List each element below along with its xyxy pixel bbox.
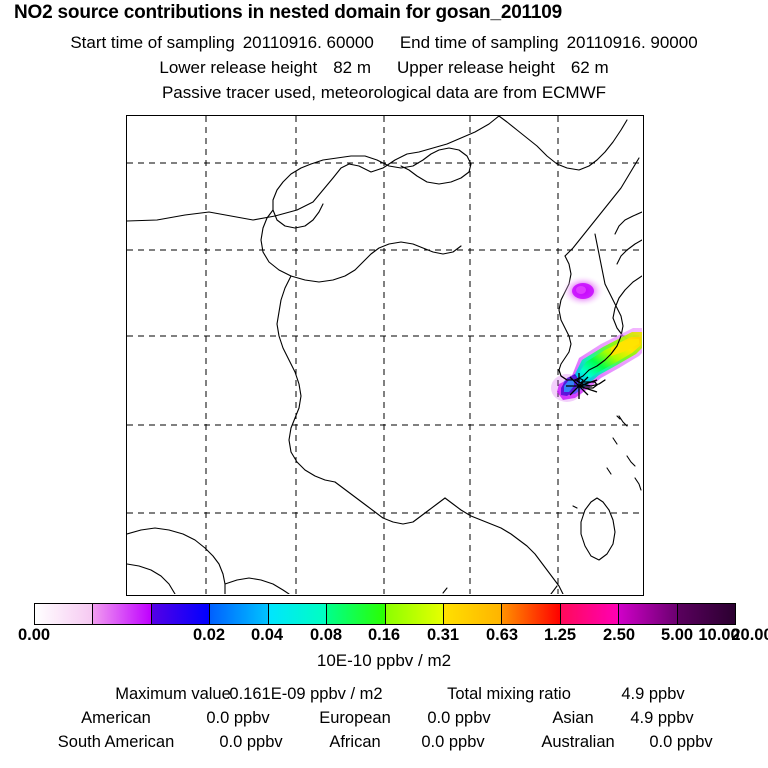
colorbar-tick-7: 1.25 — [543, 626, 577, 644]
total-mixing-label: Total mixing ratio — [447, 685, 571, 703]
region-label-african: African — [329, 733, 381, 751]
colorbar — [34, 603, 736, 625]
start-time-label: Start time of sampling — [70, 33, 235, 52]
region-value-african: 0.0 ppbv — [421, 733, 485, 751]
max-value-label: Maximum value — [115, 685, 231, 703]
region-label-australian: Australian — [541, 733, 615, 751]
colorbar-segment-5 — [327, 604, 386, 624]
colorbar-tick-3: 0.08 — [309, 626, 343, 644]
sampling-time-line: Start time of sampling 20110916. 60000 End… — [0, 33, 768, 53]
region-label-south-american: South American — [57, 733, 175, 751]
colorbar-segment-1 — [93, 604, 152, 624]
colorbar-tick-2: 0.04 — [250, 626, 284, 644]
page-title: NO2 source contributions in nested domai… — [14, 2, 562, 23]
start-time-value: 20110916. 60000 — [242, 33, 374, 52]
max-value-value: 0.161E-09 ppbv / m2 — [229, 685, 383, 703]
colorbar-tick-11: 20.00 — [731, 626, 768, 644]
colorbar-segment-9 — [560, 604, 620, 624]
colorbar-segment-0 — [35, 604, 94, 624]
colorbar-tick-5: 0.31 — [426, 626, 460, 644]
tracer-note: Passive tracer used, meteorological data… — [161, 83, 607, 102]
map-gridlines — [127, 116, 642, 594]
colorbar-tick-10: 10.00 — [698, 626, 740, 644]
plume-main-band — [551, 328, 642, 402]
lower-release-label: Lower release height — [159, 58, 318, 77]
receptor-marker-asterisk — [566, 373, 598, 399]
colorbar-segment-11 — [677, 604, 736, 624]
region-value-american: 0.0 ppbv — [206, 709, 270, 727]
colorbar-segment-10 — [619, 604, 678, 624]
colorbar-segment-3 — [210, 604, 269, 624]
colorbar-segment-8 — [502, 604, 561, 624]
stats-row-top: American 0.0 ppbv European 0.0 ppbv Asia… — [0, 709, 768, 731]
stats-row-summary: Maximum value 0.161E-09 ppbv / m2 Total … — [0, 685, 768, 707]
end-time-label: End time of sampling — [399, 33, 559, 52]
coastline-paths — [127, 116, 642, 594]
colorbar-unit-label: 10E-10 ppbv / m2 — [316, 651, 452, 670]
colorbar-segment-4 — [268, 604, 328, 624]
region-value-european: 0.0 ppbv — [427, 709, 491, 727]
colorbar-tick-6: 0.63 — [485, 626, 519, 644]
release-height-line: Lower release height 82 m Upper release he… — [0, 58, 768, 78]
lower-release-value: 82 m — [333, 58, 371, 77]
stats-row-bottom: South American 0.0 ppbv African 0.0 ppbv… — [0, 733, 768, 755]
upper-release-label: Upper release height — [397, 58, 555, 77]
map-panel — [126, 115, 644, 596]
upper-release-value: 62 m — [570, 58, 609, 77]
total-mixing-value: 4.9 ppbv — [621, 685, 685, 703]
map-graphic — [127, 116, 642, 594]
region-value-asian: 4.9 ppbv — [630, 709, 694, 727]
colorbar-segment-6 — [385, 604, 444, 624]
region-value-south-american: 0.0 ppbv — [219, 733, 283, 751]
plume-secondary-blob — [561, 275, 605, 307]
colorbar-tick-9: 5.00 — [660, 626, 694, 644]
region-label-asian: Asian — [552, 709, 594, 727]
region-label-european: European — [319, 709, 391, 727]
colorbar-segment-2 — [151, 604, 211, 624]
region-label-american: American — [81, 709, 151, 727]
colorbar-tick-1: 0.02 — [192, 626, 226, 644]
region-value-australian: 0.0 ppbv — [649, 733, 713, 751]
end-time-value: 20110916. 90000 — [566, 33, 698, 52]
colorbar-tick-0: 0.00 — [17, 626, 51, 644]
colorbar-tick-4: 0.16 — [367, 626, 401, 644]
colorbar-tick-8: 2.50 — [602, 626, 636, 644]
colorbar-segment-7 — [443, 604, 503, 624]
colorbar-tick-labels: 0.00 0.02 0.04 0.08 0.16 0.31 0.63 1.25 2.50 5.00… — [0, 626, 768, 646]
